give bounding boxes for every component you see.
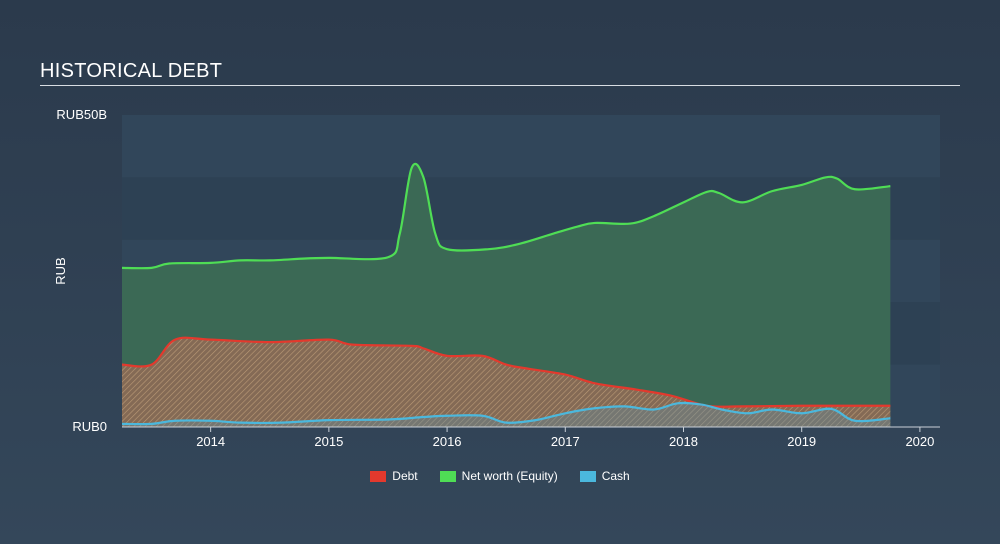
legend-item-debt[interactable]: Debt (370, 469, 418, 483)
grid-band (122, 115, 940, 178)
chart-title: HISTORICAL DEBT (40, 60, 223, 82)
y-tick-label: RUB0 (72, 419, 107, 434)
y-tick-label: RUB50B (56, 107, 107, 122)
legend-swatch-cash (579, 470, 596, 482)
x-tick-label: 2016 (433, 434, 462, 449)
x-tick-label: 2017 (551, 434, 580, 449)
y-axis-label: RUB (53, 257, 68, 284)
legend-label-debt: Debt (392, 469, 418, 483)
series-lines (121, 162, 891, 426)
x-tick-label: 2018 (669, 434, 698, 449)
legend-swatch-debt (370, 470, 387, 482)
line-cash (121, 401, 891, 426)
x-tick-label: 2020 (905, 434, 934, 449)
line-debt (121, 336, 891, 408)
axes: 2014 2015 2016 2017 2018 2019 2020 RUB0 RUB50B (56, 107, 940, 449)
legend-swatch-net-worth (439, 470, 456, 482)
line-net-worth-equity (121, 162, 891, 270)
title-divider (40, 85, 960, 86)
legend-item-net-worth[interactable]: Net worth (Equity) (439, 469, 558, 483)
legend-label-cash: Cash (601, 469, 630, 483)
x-tick-label: 2015 (314, 434, 343, 449)
legend-item-cash[interactable]: Cash (579, 469, 630, 483)
legend: Debt Net worth (Equity) Cash (0, 469, 1000, 483)
x-tick-label: 2014 (196, 434, 225, 449)
legend-label-net-worth: Net worth (Equity) (461, 469, 558, 483)
x-tick-label: 2019 (787, 434, 816, 449)
